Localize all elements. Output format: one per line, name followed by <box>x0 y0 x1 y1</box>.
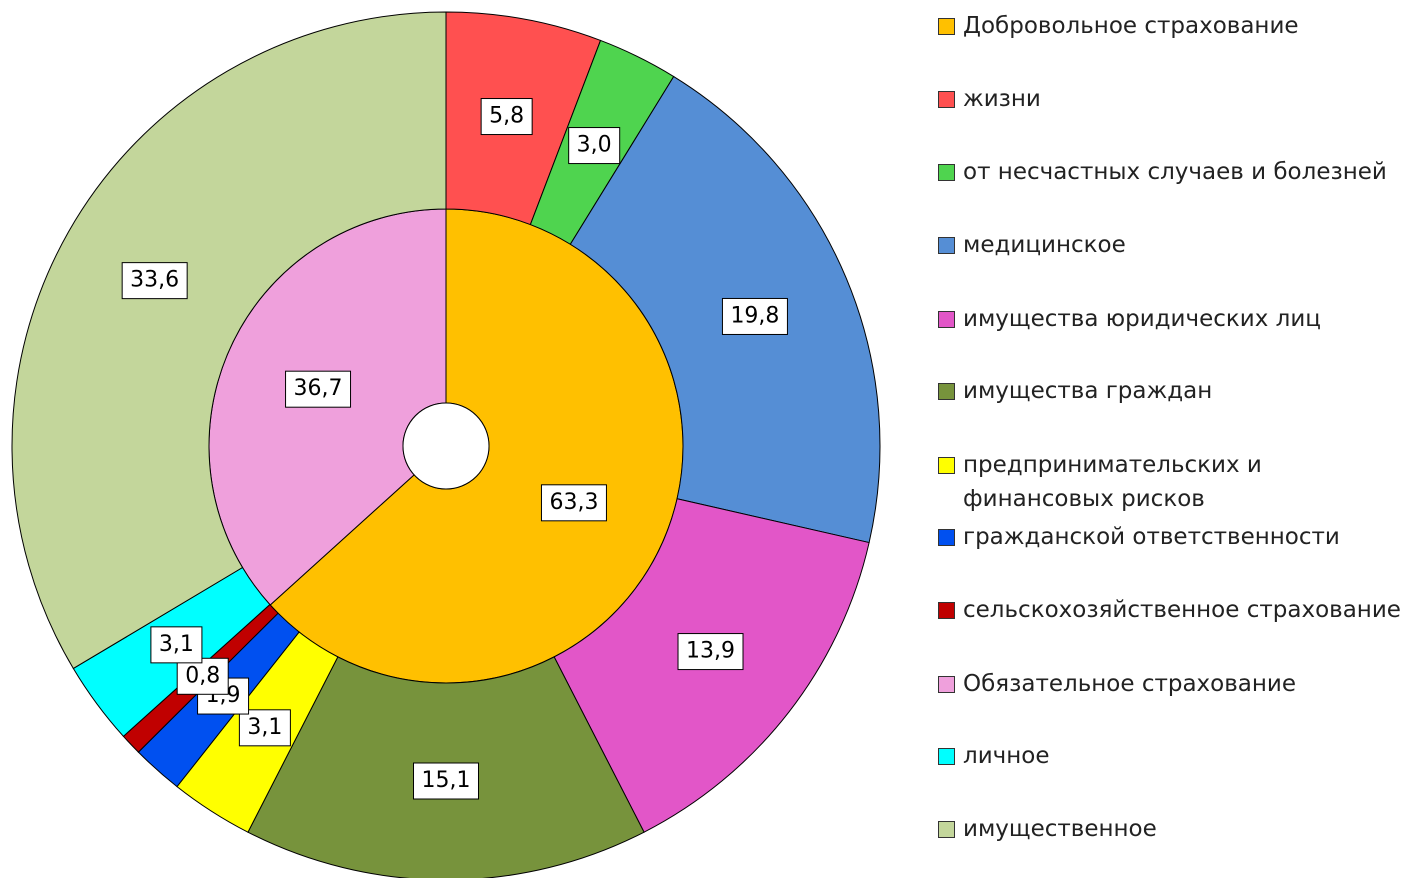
data-label-box <box>238 709 291 747</box>
legend-item: жизни <box>938 82 1041 116</box>
data-label: 5,8 <box>480 98 533 136</box>
data-label-text: 13,9 <box>686 639 735 664</box>
data-label-text: 3,0 <box>577 133 612 158</box>
data-label-text: 0,8 <box>185 663 220 688</box>
data-label-box <box>721 297 788 335</box>
donut-hole <box>402 402 490 490</box>
legend-swatch <box>938 91 955 108</box>
data-label-text: 19,8 <box>730 303 779 328</box>
legend-label: гражданской ответственности <box>963 524 1340 550</box>
legend-item: личное <box>938 739 1050 773</box>
legend-item: сельскохозяйственное страхование <box>938 593 1401 627</box>
legend-label: личное <box>963 743 1050 769</box>
data-label-text: 63,3 <box>549 490 598 515</box>
data-label: 3,1 <box>238 709 291 747</box>
chart: 63,336,75,83,019,813,915,13,11,90,83,133… <box>11 11 881 878</box>
legend-item: имущественное <box>938 812 1157 846</box>
data-label-text: 36,7 <box>294 376 343 401</box>
legend-item: от несчастных случаев и болезней <box>938 155 1387 189</box>
legend-label: Обязательное страхование <box>963 671 1297 697</box>
data-label-box <box>480 98 533 136</box>
legend-label: жизни <box>963 86 1041 112</box>
legend-swatch <box>938 821 955 838</box>
legend-swatch <box>938 676 955 693</box>
legend-swatch <box>938 311 955 328</box>
data-label-box <box>540 484 607 522</box>
legend-item: имущества граждан <box>938 374 1212 408</box>
data-label-box <box>677 633 744 671</box>
legend-swatch <box>938 383 955 400</box>
data-label-box <box>121 262 188 300</box>
data-label: 63,3 <box>540 484 607 522</box>
data-label: 36,7 <box>285 370 352 408</box>
legend-item: имущества юридических лиц <box>938 302 1321 336</box>
data-label: 15,1 <box>413 762 479 800</box>
data-label-box <box>568 127 621 165</box>
data-label-box <box>176 657 229 695</box>
data-label: 13,9 <box>677 633 744 671</box>
legend-swatch <box>938 529 955 546</box>
data-label-text: 33,6 <box>130 268 179 293</box>
legend-swatch <box>938 457 955 474</box>
legend-swatch <box>938 164 955 181</box>
legend-item: медицинское <box>938 228 1126 262</box>
legend-item: Добровольное страхование <box>938 9 1299 43</box>
legend-label: предпринимательских и финансовых рисков <box>963 452 1262 512</box>
data-label: 19,8 <box>721 297 788 335</box>
legend-swatch <box>938 602 955 619</box>
legend-swatch <box>938 748 955 765</box>
data-label-text: 3,1 <box>247 715 282 740</box>
legend-label: Добровольное страхование <box>963 13 1299 39</box>
legend-label: медицинское <box>963 232 1126 258</box>
legend-item: предпринимательских и финансовых рисков <box>938 448 1303 516</box>
legend-item: Обязательное страхование <box>938 667 1296 701</box>
data-label-text: 3,1 <box>159 632 194 657</box>
data-label: 33,6 <box>121 262 188 300</box>
data-label-text: 15,1 <box>422 768 471 793</box>
data-label-box <box>150 626 203 664</box>
data-label-text: 5,8 <box>489 104 524 129</box>
legend-item: гражданской ответственности <box>938 520 1340 554</box>
legend-label: имущества граждан <box>963 378 1213 404</box>
legend-swatch <box>938 237 955 254</box>
legend-swatch <box>938 18 955 35</box>
legend-label: имущественное <box>963 816 1157 842</box>
data-label-box <box>413 762 479 800</box>
data-label: 3,0 <box>568 127 621 165</box>
legend-label: сельскохозяйственное страхование <box>963 597 1401 623</box>
legend-label: от несчастных случаев и болезней <box>963 159 1387 185</box>
data-label-box <box>285 370 352 408</box>
data-label: 3,1 <box>150 626 203 664</box>
data-label: 0,8 <box>176 657 229 695</box>
donut-slice <box>11 11 447 670</box>
legend-label: имущества юридических лиц <box>963 306 1321 332</box>
